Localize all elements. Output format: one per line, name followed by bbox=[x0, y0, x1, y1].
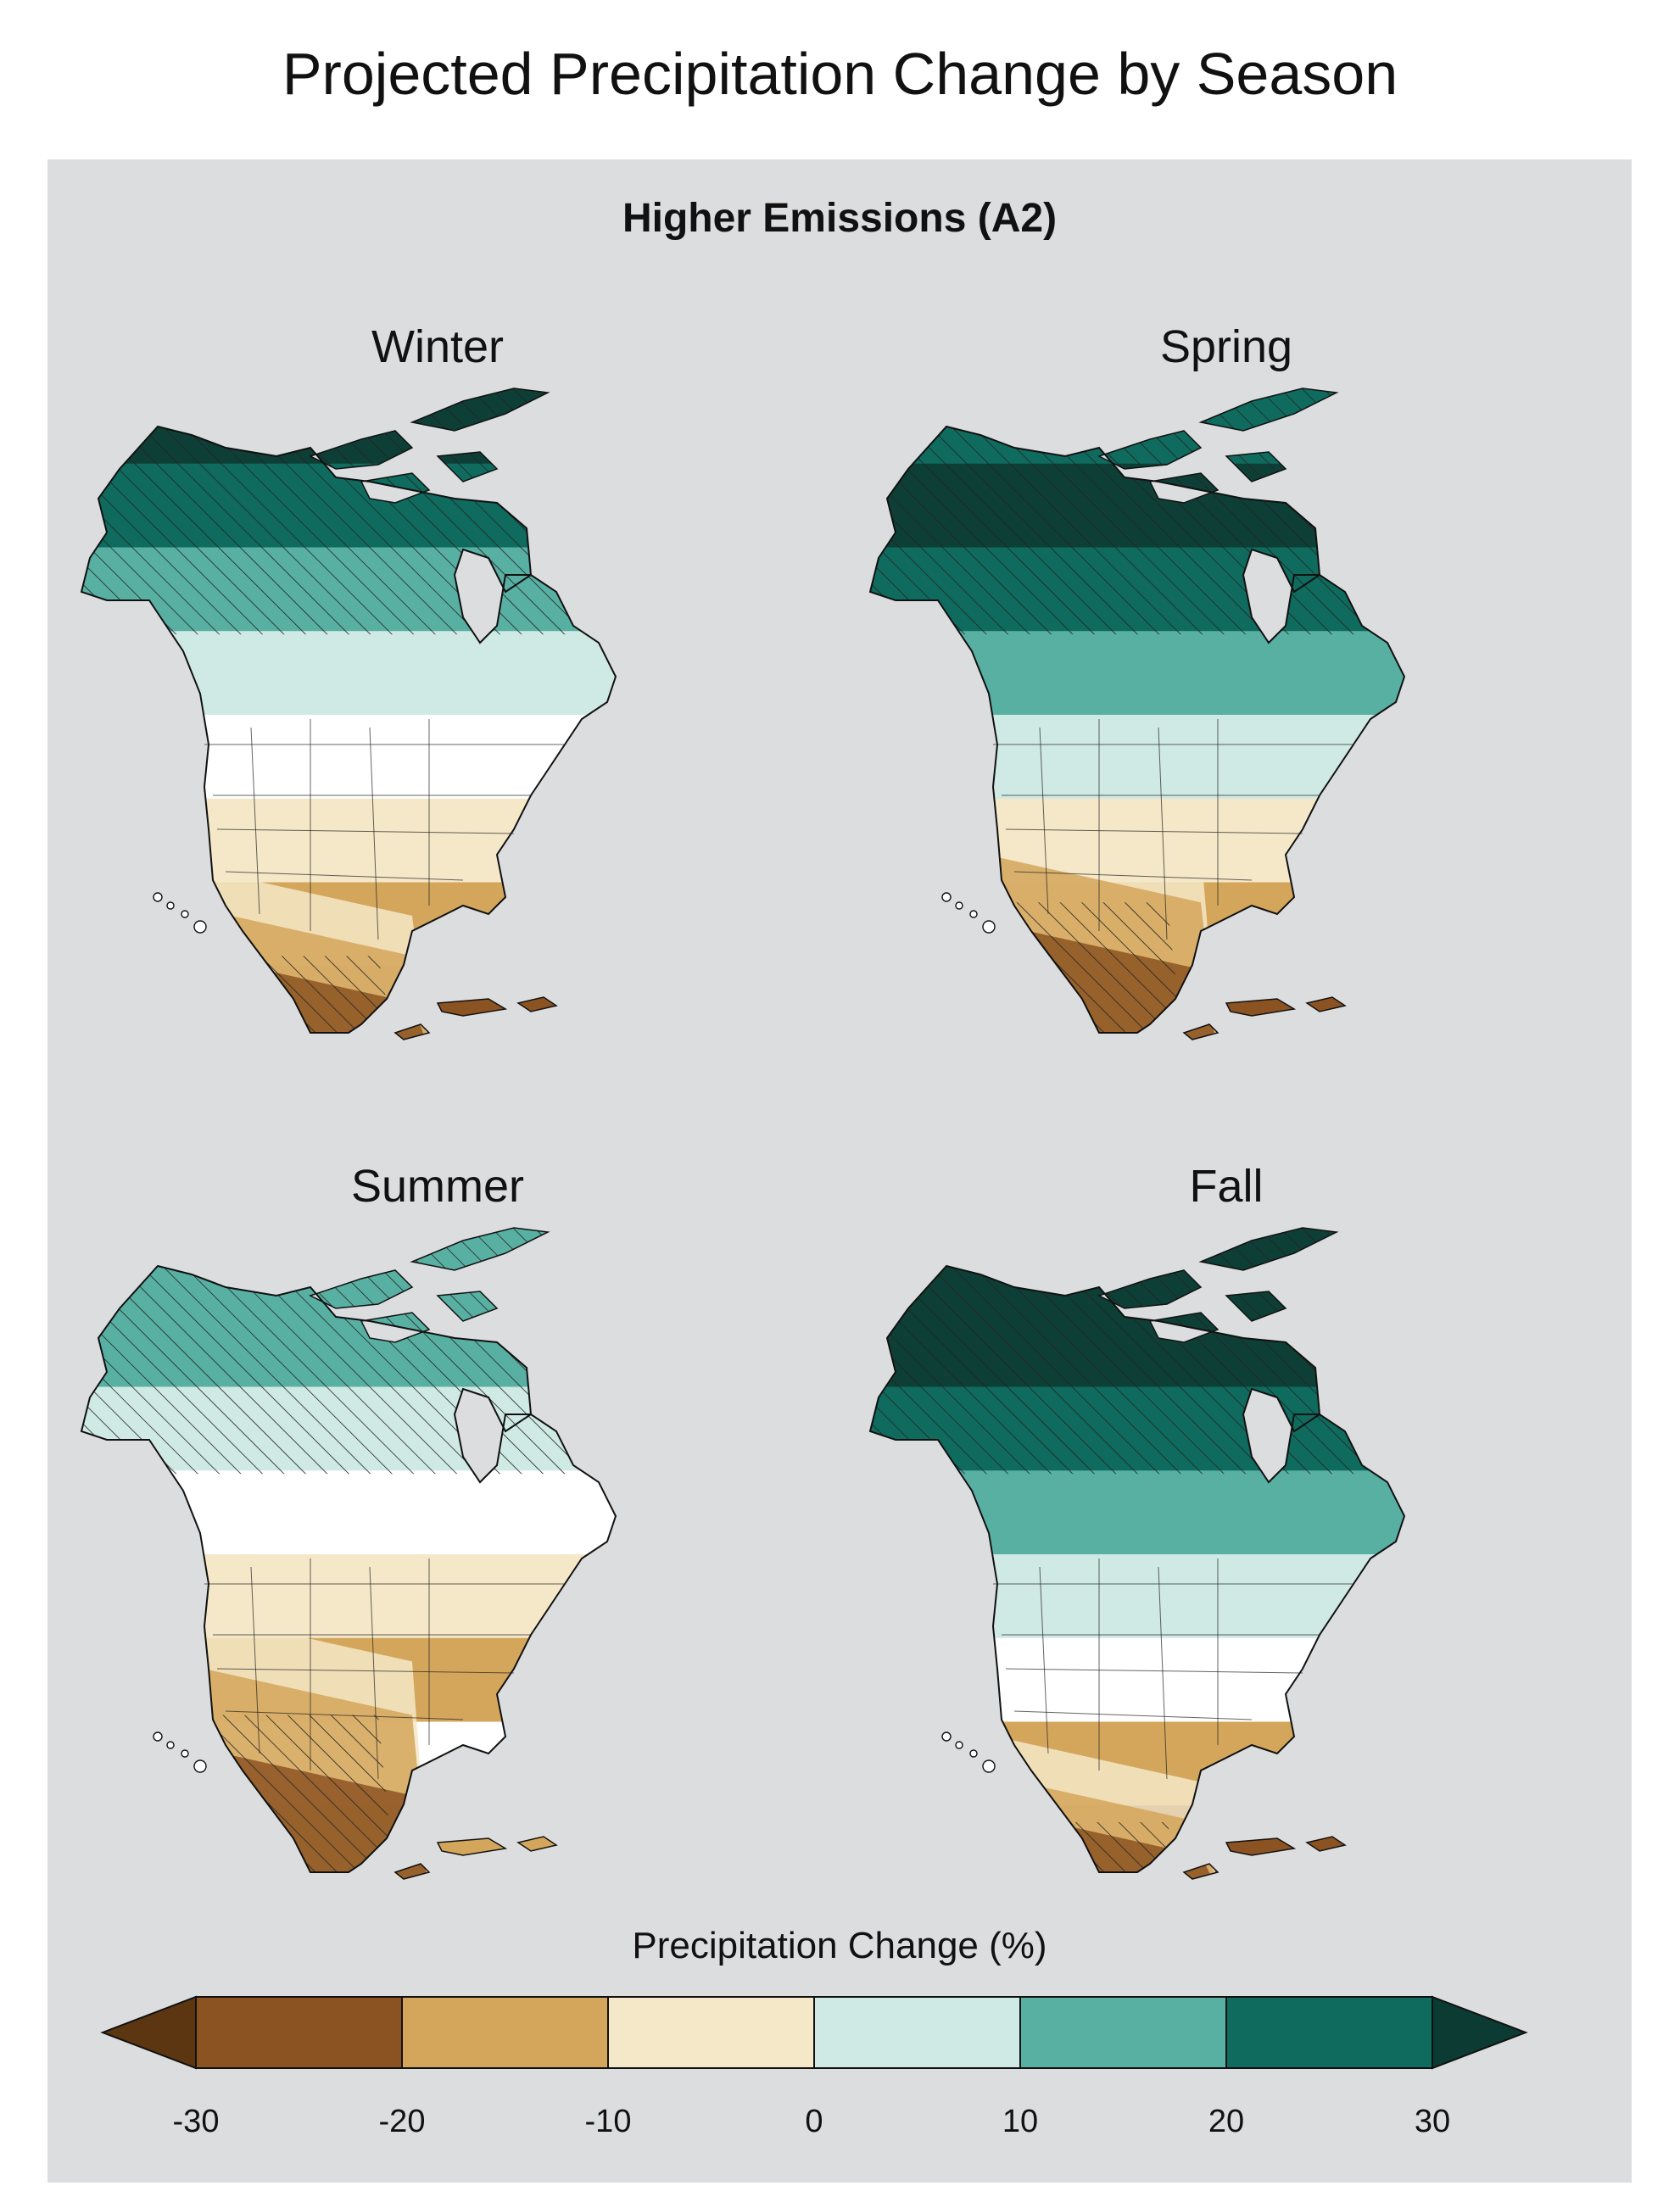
boundary-line bbox=[369, 727, 379, 940]
legend-swatch bbox=[401, 1996, 609, 2069]
island-outline bbox=[1198, 1227, 1339, 1271]
legend-tick-label: -20 bbox=[379, 2104, 426, 2139]
hawaii-island bbox=[982, 1759, 996, 1773]
island-outline bbox=[436, 451, 499, 482]
island-outline bbox=[1305, 1836, 1347, 1852]
boundary-line bbox=[1005, 828, 1303, 834]
hawaii-island bbox=[969, 1749, 978, 1758]
boundary-line bbox=[225, 1710, 464, 1720]
legend-swatch bbox=[1019, 1996, 1227, 2069]
hawaii-island bbox=[181, 1749, 189, 1758]
boundary-line bbox=[216, 1668, 515, 1674]
boundary-line bbox=[1005, 1668, 1303, 1674]
boundary-line bbox=[1039, 727, 1049, 915]
fall-map bbox=[868, 1227, 1406, 1880]
legend-title: Precipitation Change (%) bbox=[632, 1925, 1047, 1966]
legend-swatch bbox=[195, 1996, 403, 2069]
map-panel-summer: Summer bbox=[56, 1160, 845, 1974]
winter-map bbox=[80, 388, 617, 1040]
summer-map bbox=[80, 1227, 617, 1880]
hawaii-island bbox=[955, 1741, 963, 1749]
boundary-line bbox=[369, 1566, 379, 1780]
boundary-line bbox=[1013, 871, 1253, 881]
legend-tick-label: 10 bbox=[1002, 2104, 1038, 2139]
hawaii-island bbox=[955, 901, 963, 910]
legend-swatch bbox=[1225, 1996, 1433, 2069]
island-outline bbox=[1225, 1291, 1287, 1322]
island-outline bbox=[1225, 451, 1287, 482]
island-outline bbox=[309, 430, 414, 470]
island-outline bbox=[360, 1312, 431, 1343]
legend-tick-label: 0 bbox=[805, 2104, 823, 2139]
island-outline bbox=[1148, 1312, 1220, 1343]
season-label-summer: Summer bbox=[350, 1161, 525, 1212]
island-outline bbox=[410, 388, 550, 432]
island-outline bbox=[1182, 1023, 1220, 1040]
island-outline bbox=[1225, 998, 1297, 1017]
legend-swatch bbox=[813, 1996, 1021, 2069]
legend-tick-label: -30 bbox=[173, 2104, 220, 2139]
legend-tick-label: -10 bbox=[585, 2104, 632, 2139]
season-label-spring: Spring bbox=[1159, 321, 1293, 372]
island-outline bbox=[436, 1291, 499, 1322]
island-outline bbox=[436, 1837, 508, 1856]
color-legend: -30 -20 -10 0 10 20 30 bbox=[100, 1995, 1528, 2139]
figure-panel: Higher Emissions (A2) Winter Spring Summ… bbox=[47, 159, 1632, 2183]
island-outline bbox=[436, 998, 508, 1017]
hawaii-island bbox=[941, 1731, 952, 1742]
island-outline bbox=[393, 1863, 431, 1880]
boundary-line bbox=[250, 727, 260, 915]
island-outline bbox=[1225, 1837, 1297, 1856]
legend-arrow-high bbox=[1432, 1995, 1528, 2070]
season-label-fall: Fall bbox=[1189, 1161, 1264, 1212]
hawaii-island bbox=[153, 1731, 163, 1742]
page-title: Projected Precipitation Change by Season bbox=[282, 41, 1398, 107]
map-panel-fall: Fall bbox=[845, 1160, 1633, 1974]
hawaii-island bbox=[193, 920, 207, 934]
legend-arrow-low bbox=[100, 1995, 197, 2070]
boundary-line bbox=[1158, 1566, 1168, 1780]
boundary-line bbox=[1158, 727, 1168, 940]
island-outline bbox=[393, 1023, 431, 1040]
boundary-line bbox=[1013, 1710, 1253, 1720]
boundary-line bbox=[250, 1566, 260, 1754]
hawaii-island bbox=[193, 1759, 207, 1773]
hawaii-island bbox=[181, 910, 189, 918]
legend-tick-label: 20 bbox=[1208, 2104, 1244, 2139]
island-outline bbox=[516, 996, 558, 1012]
hawaii-island bbox=[166, 901, 175, 910]
boundary-line bbox=[1039, 1566, 1049, 1754]
hawaii-island bbox=[969, 910, 978, 918]
legend-swatch bbox=[607, 1996, 815, 2069]
island-outline bbox=[1305, 996, 1347, 1012]
scenario-subtitle: Higher Emissions (A2) bbox=[622, 196, 1058, 241]
hawaii-island bbox=[153, 892, 163, 902]
island-outline bbox=[1097, 1269, 1203, 1309]
legend-tick-label: 30 bbox=[1415, 2104, 1450, 2139]
season-label-winter: Winter bbox=[371, 321, 504, 372]
island-outline bbox=[1148, 472, 1220, 504]
island-outline bbox=[360, 472, 431, 504]
spring-map bbox=[868, 388, 1406, 1040]
boundary-line bbox=[216, 828, 515, 834]
hawaii-island bbox=[982, 920, 996, 934]
island-outline bbox=[410, 1227, 550, 1271]
island-outline bbox=[516, 1836, 558, 1852]
island-outline bbox=[309, 1269, 414, 1309]
island-outline bbox=[1097, 430, 1203, 470]
hawaii-island bbox=[166, 1741, 175, 1749]
island-outline bbox=[1182, 1863, 1220, 1880]
hawaii-island bbox=[941, 892, 952, 902]
boundary-line bbox=[225, 871, 464, 881]
map-panel-spring: Spring bbox=[845, 321, 1633, 1135]
map-panel-winter: Winter bbox=[56, 321, 845, 1135]
island-outline bbox=[1198, 388, 1339, 432]
